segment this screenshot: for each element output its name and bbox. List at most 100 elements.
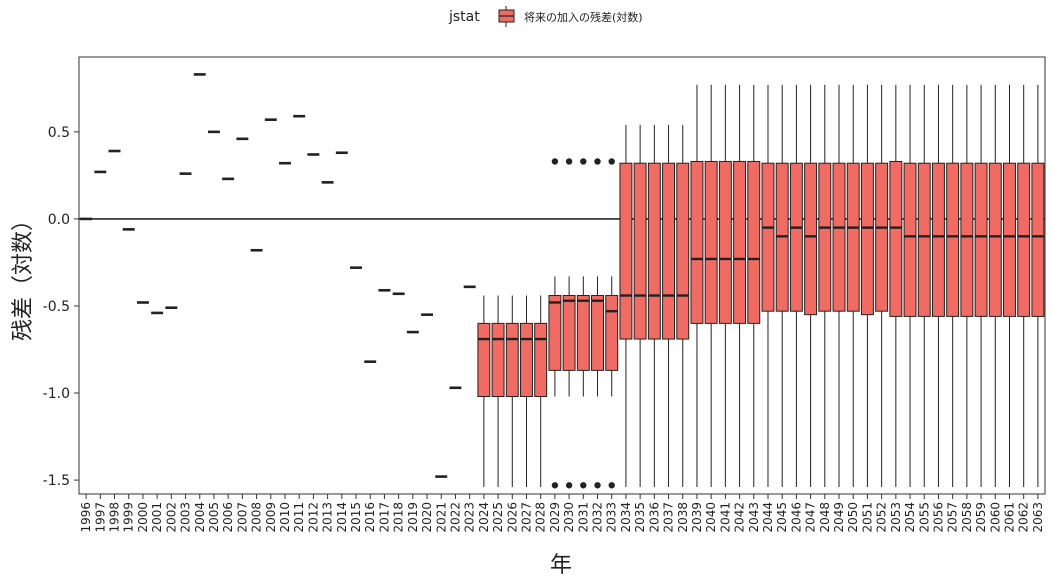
x-tick-label: 2038 bbox=[676, 502, 690, 533]
y-tick-label: -1.5 bbox=[43, 473, 70, 489]
box-2048 bbox=[818, 84, 832, 488]
box-body bbox=[946, 162, 960, 317]
box-2062 bbox=[1017, 84, 1031, 488]
x-tick-label: 1996 bbox=[79, 502, 93, 533]
box-body bbox=[931, 162, 945, 317]
x-tick-label: 2044 bbox=[761, 502, 775, 533]
x-tick-label: 2004 bbox=[193, 502, 207, 533]
x-tick-label: 2058 bbox=[960, 502, 974, 533]
legend: jstat 将来の加入の残差(対数) bbox=[448, 6, 643, 27]
x-tick-label: 2052 bbox=[875, 502, 889, 533]
outlier-point bbox=[551, 482, 559, 489]
box-2035 bbox=[633, 124, 647, 488]
x-tick-label: 2043 bbox=[747, 502, 761, 533]
x-tick-label: 2037 bbox=[662, 502, 676, 533]
box-2029 bbox=[548, 158, 562, 489]
x-tick-label: 2031 bbox=[576, 502, 590, 533]
y-tick-label: 0.0 bbox=[48, 212, 70, 228]
x-tick-label: 2061 bbox=[1002, 502, 1016, 533]
x-tick-label: 2046 bbox=[789, 502, 803, 533]
box-2044 bbox=[761, 84, 775, 488]
box-body bbox=[875, 162, 889, 312]
plot-area: 0.50.0-0.5-1.0-1.5 1996 1997 1998 1999 2000 2… bbox=[43, 56, 1046, 533]
x-tick-label: 1998 bbox=[108, 502, 122, 533]
outlier-point bbox=[565, 158, 573, 165]
x-tick-label: 2007 bbox=[235, 502, 249, 533]
x-tick-label: 2049 bbox=[832, 502, 846, 533]
chart-marks bbox=[79, 73, 1045, 489]
box-2041 bbox=[718, 84, 732, 488]
x-tick-label: 2048 bbox=[818, 502, 832, 533]
box-2053 bbox=[889, 84, 903, 488]
box-2057 bbox=[946, 84, 960, 488]
x-tick-label: 2003 bbox=[179, 502, 193, 533]
box-2027 bbox=[520, 295, 533, 488]
box-body bbox=[605, 295, 619, 371]
box-body bbox=[505, 322, 519, 398]
box-2047 bbox=[804, 84, 818, 488]
box-body bbox=[576, 295, 590, 371]
plot-frame bbox=[78, 56, 1046, 495]
y-tick-label: -1.0 bbox=[43, 386, 70, 402]
box-body bbox=[591, 295, 604, 371]
x-tick-label: 2006 bbox=[221, 502, 235, 533]
x-tick-label: 2034 bbox=[619, 502, 633, 533]
box-body bbox=[903, 162, 917, 317]
box-body bbox=[988, 162, 1002, 317]
x-tick-label: 2041 bbox=[718, 502, 732, 533]
y-axis-title: 残差（対数） bbox=[11, 209, 36, 341]
x-tick-label: 2024 bbox=[477, 502, 491, 533]
box-2032 bbox=[591, 158, 604, 489]
box-2031 bbox=[576, 158, 590, 489]
box-body bbox=[619, 162, 633, 340]
x-tick-label: 2017 bbox=[377, 502, 391, 533]
box-2026 bbox=[505, 295, 519, 488]
box-body bbox=[633, 162, 647, 340]
box-body bbox=[761, 162, 775, 312]
box-body bbox=[477, 322, 491, 398]
box-2045 bbox=[775, 84, 789, 488]
x-tick-label: 2060 bbox=[988, 502, 1002, 533]
outlier-point bbox=[594, 158, 601, 165]
box-body bbox=[491, 322, 505, 398]
box-body bbox=[662, 162, 676, 340]
x-tick-label: 2008 bbox=[250, 502, 264, 533]
x-tick-label: 2057 bbox=[946, 502, 960, 533]
x-tick-label: 2045 bbox=[775, 502, 789, 533]
x-axis-title: 年 bbox=[550, 553, 572, 578]
x-tick-label: 2030 bbox=[562, 502, 576, 533]
box-body bbox=[704, 160, 718, 324]
x-tick-label: 2005 bbox=[207, 502, 221, 533]
outlier-point bbox=[594, 482, 601, 489]
x-tick-label: 2010 bbox=[278, 502, 292, 533]
box-body bbox=[534, 322, 548, 398]
x-tick-label: 2000 bbox=[136, 502, 150, 533]
x-tick-label: 2020 bbox=[420, 502, 434, 533]
x-tick-label: 2014 bbox=[335, 502, 349, 533]
box-body bbox=[846, 162, 860, 312]
x-tick-label: 2056 bbox=[931, 502, 945, 533]
legend-entry-label: 将来の加入の残差(対数) bbox=[524, 10, 643, 24]
box-2033 bbox=[605, 158, 619, 489]
box-body bbox=[889, 160, 903, 317]
box-body bbox=[832, 162, 846, 312]
box-2052 bbox=[875, 84, 889, 488]
box-2036 bbox=[647, 124, 661, 488]
x-tick-label: 2016 bbox=[363, 502, 377, 533]
x-tick-label: 2025 bbox=[491, 502, 505, 533]
box-2038 bbox=[676, 124, 690, 488]
box-2046 bbox=[789, 84, 803, 488]
x-tick-label: 2019 bbox=[406, 502, 420, 533]
box-body bbox=[562, 295, 576, 371]
outlier-point bbox=[608, 158, 615, 165]
x-tick-label: 2022 bbox=[448, 502, 462, 533]
x-tick-label: 2015 bbox=[349, 502, 363, 533]
x-tick-label: 1999 bbox=[122, 502, 136, 533]
box-2063 bbox=[1031, 84, 1045, 488]
box-2054 bbox=[903, 84, 917, 488]
x-tick-label: 2039 bbox=[690, 502, 704, 533]
y-tick-label: -0.5 bbox=[43, 299, 70, 315]
box-2056 bbox=[931, 84, 945, 488]
